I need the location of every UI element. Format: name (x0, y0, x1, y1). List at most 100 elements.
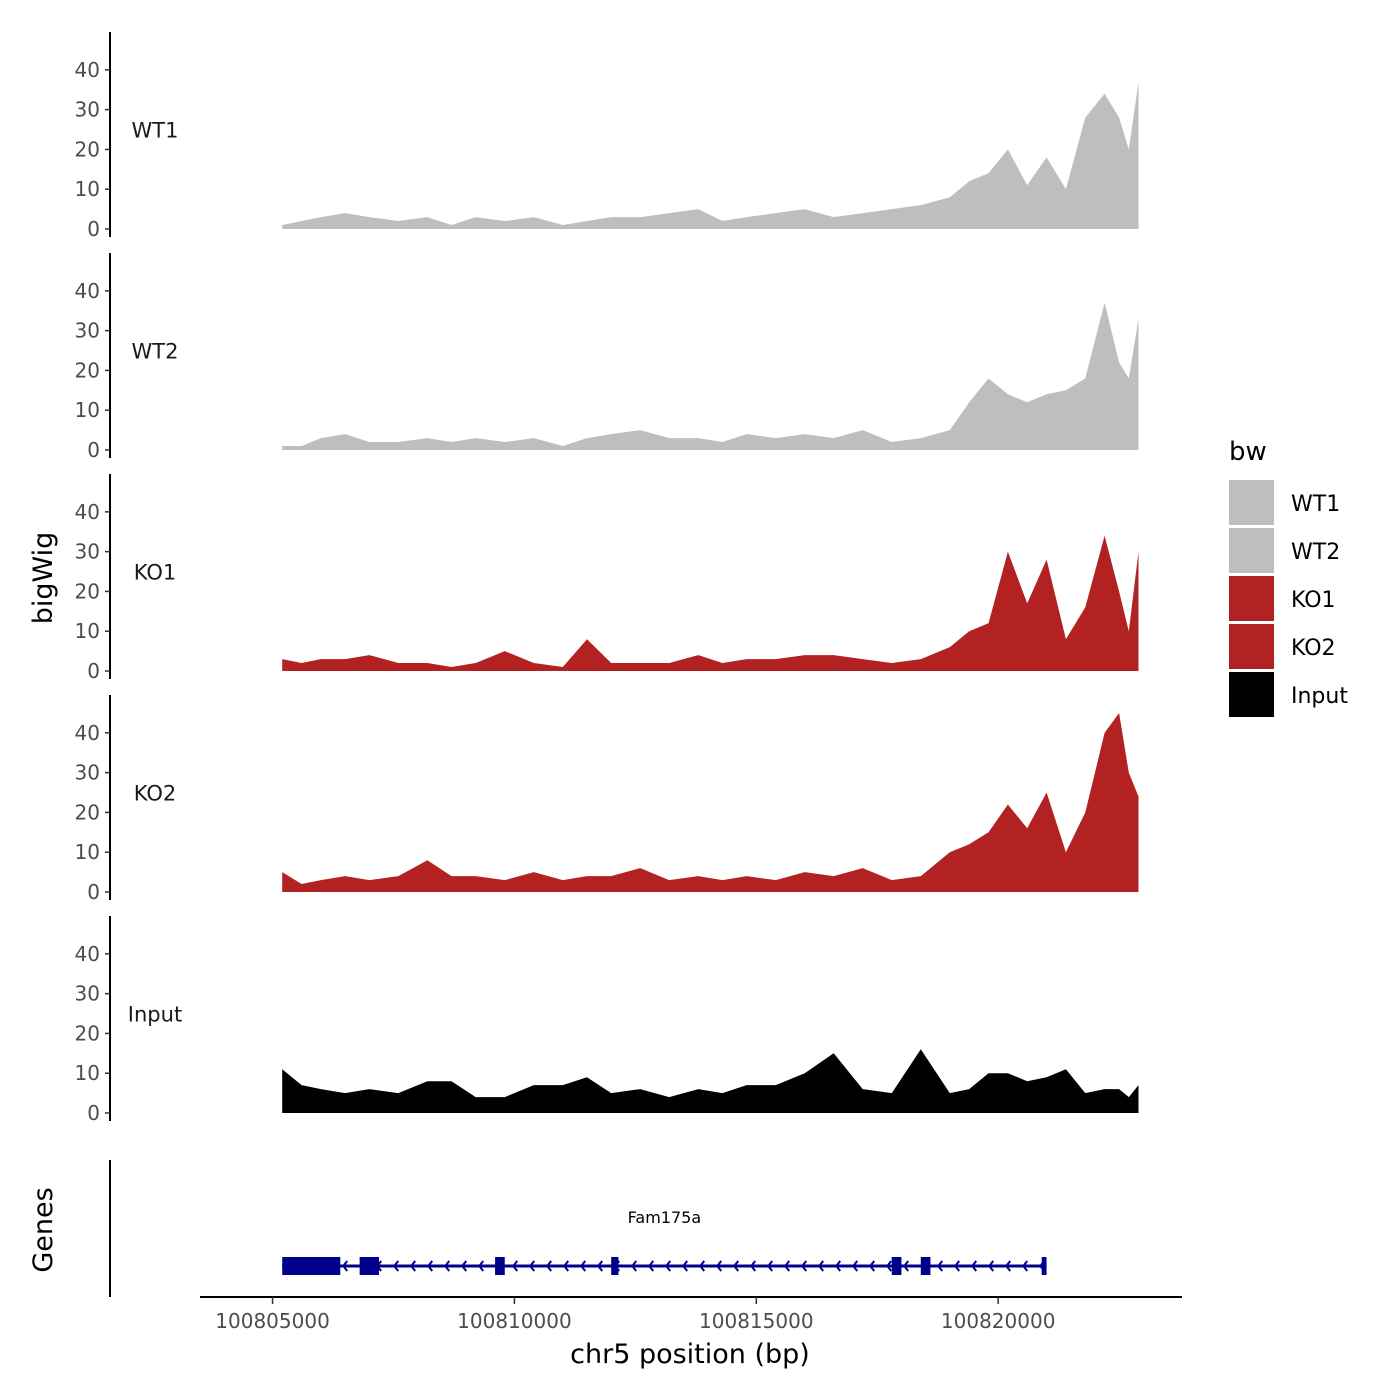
legend-swatch-wt1 (1229, 480, 1274, 525)
y-tick-label: 20 (75, 137, 100, 161)
x-axis-title: chr5 position (bp) (570, 1339, 810, 1370)
track-label: KO2 (134, 781, 177, 805)
gene-fam175a: Fam175a (282, 1208, 1047, 1275)
x-tick-label: 100820000 (941, 1309, 1056, 1333)
y-tick-label: 20 (75, 1021, 100, 1045)
strand-chevron (834, 1260, 842, 1272)
strand-chevron (953, 1260, 961, 1272)
strand-chevron (766, 1260, 774, 1272)
genes-track: Fam175a (109, 1160, 1047, 1297)
gene-name-label: Fam175a (628, 1208, 701, 1227)
track-ko2: 0 10 20 30 40 KO2 (75, 695, 1139, 904)
strand-chevron (715, 1260, 723, 1272)
strand-chevron (868, 1260, 876, 1272)
strand-chevron (596, 1260, 604, 1272)
legend-swatch-wt2 (1229, 528, 1274, 573)
gene-exon (495, 1257, 505, 1275)
strand-chevron (647, 1260, 655, 1272)
y-tick-label: 0 (87, 1101, 100, 1125)
legend-label-ko2: KO2 (1291, 636, 1336, 661)
y-tick-label: 20 (75, 800, 100, 824)
legend-label-wt1: WT1 (1291, 492, 1340, 517)
y-tick-label: 0 (87, 880, 100, 904)
legend-swatch-input (1229, 672, 1274, 717)
y-tick-label: 40 (75, 58, 100, 82)
series-area-wt1 (282, 81, 1139, 229)
strand-chevron (443, 1260, 451, 1272)
gene-exon (1041, 1257, 1047, 1275)
strand-chevron (664, 1260, 672, 1272)
y-tick-label: 0 (87, 217, 100, 241)
gene-exon (611, 1257, 619, 1275)
series-area-ko1 (282, 535, 1139, 671)
y-tick-label: 0 (87, 659, 100, 683)
gene-exon (282, 1257, 341, 1275)
series-area-ko2 (282, 713, 1139, 892)
strand-chevron (579, 1260, 587, 1272)
y-tick-label: 10 (75, 619, 100, 643)
strand-chevron (392, 1260, 400, 1272)
strand-chevron (987, 1260, 995, 1272)
y-axis-title: bigWig (28, 532, 59, 625)
strand-chevron (528, 1260, 536, 1272)
series-area-input (282, 1049, 1139, 1113)
track-label: KO1 (134, 560, 177, 584)
strand-chevron (1021, 1260, 1029, 1272)
strand-chevron (477, 1260, 485, 1272)
genes-axis-title: Genes (28, 1187, 59, 1272)
gene-exon (891, 1257, 902, 1275)
x-axis: 100805000 100810000 100815000 100820000 (200, 1296, 1182, 1333)
strand-chevron (511, 1260, 519, 1272)
legend-label-wt2: WT2 (1291, 540, 1340, 565)
legend-label-input: Input (1291, 684, 1348, 709)
track-ko1: 0 10 20 30 40 KO1 (75, 474, 1139, 683)
x-tick-label: 100805000 (215, 1309, 330, 1333)
strand-chevron (851, 1260, 859, 1272)
strand-chevron (426, 1260, 434, 1272)
legend-swatch-ko2 (1229, 624, 1274, 669)
y-tick-label: 40 (75, 279, 100, 303)
y-tick-label: 10 (75, 398, 100, 422)
bigwig-tracks: 0 10 20 30 40 WT1 0 10 20 30 40 WT2 0 10 20 30 40 KO1 0 10 2… (75, 32, 1139, 1125)
track-label: WT2 (132, 339, 179, 363)
strand-chevron (409, 1260, 417, 1272)
x-tick-label: 100815000 (699, 1309, 814, 1333)
track-input: 0 10 20 30 40 Input (75, 916, 1139, 1125)
y-tick-label: 30 (75, 319, 100, 343)
strand-chevron (681, 1260, 689, 1272)
strand-chevron (800, 1260, 808, 1272)
strand-chevron (698, 1260, 706, 1272)
strand-chevron (783, 1260, 791, 1272)
legend: bw WT1 WT2 KO1 KO2 Input (1229, 437, 1348, 717)
strand-chevron (341, 1260, 349, 1272)
track-label: Input (128, 1002, 182, 1026)
strand-chevron (970, 1260, 978, 1272)
strand-chevron (885, 1260, 893, 1272)
strand-chevron (749, 1260, 757, 1272)
y-tick-label: 20 (75, 579, 100, 603)
gene-exon (359, 1257, 379, 1275)
y-tick-label: 30 (75, 98, 100, 122)
strand-chevron (630, 1260, 638, 1272)
y-tick-label: 0 (87, 438, 100, 462)
strand-chevron (1004, 1260, 1012, 1272)
track-wt1: 0 10 20 30 40 WT1 (75, 32, 1139, 241)
y-tick-label: 40 (75, 942, 100, 966)
y-tick-label: 10 (75, 840, 100, 864)
strand-chevron (817, 1260, 825, 1272)
legend-label-ko1: KO1 (1291, 588, 1336, 613)
gene-exon (920, 1257, 931, 1275)
strand-chevron (562, 1260, 570, 1272)
y-tick-label: 10 (75, 177, 100, 201)
legend-swatch-ko1 (1229, 576, 1274, 621)
y-tick-label: 40 (75, 500, 100, 524)
track-wt2: 0 10 20 30 40 WT2 (75, 253, 1139, 462)
series-area-wt2 (282, 302, 1139, 450)
strand-chevron (732, 1260, 740, 1272)
strand-chevron (902, 1260, 910, 1272)
y-tick-label: 40 (75, 721, 100, 745)
track-label: WT1 (132, 118, 179, 142)
x-tick-label: 100810000 (457, 1309, 572, 1333)
